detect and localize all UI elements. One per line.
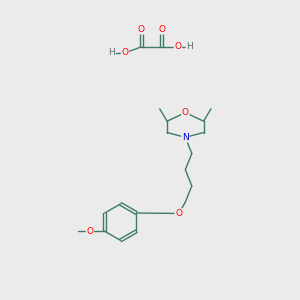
Text: O: O [138, 25, 145, 34]
Text: O: O [175, 42, 182, 51]
Text: H: H [186, 42, 193, 51]
Text: N: N [182, 133, 189, 142]
Text: O: O [158, 25, 165, 34]
Text: O: O [176, 209, 182, 218]
Text: O: O [122, 48, 128, 57]
Text: O: O [86, 227, 94, 236]
Text: O: O [182, 108, 189, 117]
Text: H: H [108, 48, 115, 57]
